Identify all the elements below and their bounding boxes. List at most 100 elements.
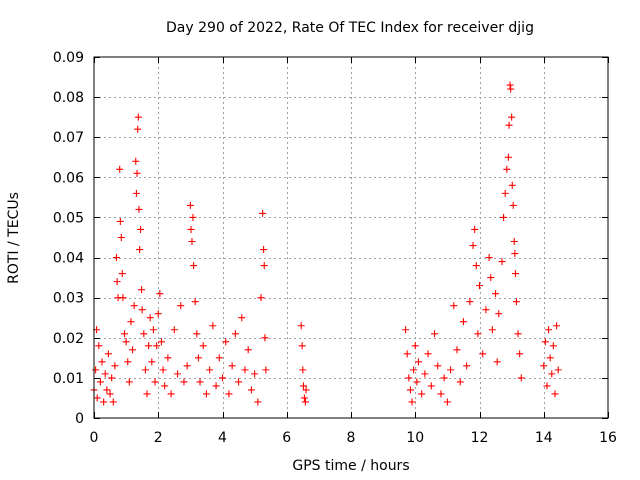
data-point <box>487 274 495 282</box>
data-point <box>138 306 146 314</box>
data-point <box>241 366 249 374</box>
data-point <box>459 318 467 326</box>
x-tick-label: 2 <box>154 430 163 446</box>
data-point <box>469 242 477 250</box>
data-point <box>145 342 153 350</box>
y-tick-label: 0.04 <box>53 251 84 267</box>
data-point <box>121 330 129 338</box>
data-point <box>516 350 524 358</box>
data-point <box>410 366 418 374</box>
data-point <box>479 350 487 358</box>
data-point <box>174 370 182 378</box>
data-point <box>140 330 148 338</box>
y-tick-label: 0.03 <box>53 291 84 307</box>
data-point <box>202 390 210 398</box>
data-point <box>447 366 455 374</box>
data-point <box>116 165 124 173</box>
data-point <box>100 398 108 406</box>
data-point <box>96 378 104 386</box>
data-point <box>507 85 515 93</box>
data-point <box>92 366 100 374</box>
data-point <box>510 238 518 246</box>
data-point <box>134 125 142 133</box>
data-point <box>209 322 217 330</box>
data-point <box>301 398 309 406</box>
data-point <box>474 330 482 338</box>
data-point <box>504 153 512 161</box>
data-point <box>157 338 165 346</box>
plot-frame <box>93 56 609 419</box>
data-point <box>511 270 519 278</box>
y-tick-label: 0.09 <box>53 50 84 66</box>
y-tick-label: 0.02 <box>53 331 84 347</box>
data-point <box>95 342 103 350</box>
data-point <box>262 366 270 374</box>
data-point <box>471 225 479 233</box>
data-point <box>199 342 207 350</box>
data-point <box>154 310 162 318</box>
data-point <box>124 358 132 366</box>
data-point <box>297 322 305 330</box>
data-point <box>196 378 204 386</box>
axes: 0 2 4 6 8 10 12 14 16 0 0.01 0.02 0.03 0.04 0.05 0.06 0.… <box>53 50 617 446</box>
data-point <box>300 394 308 402</box>
data-point <box>112 254 120 262</box>
data-point <box>259 209 267 217</box>
data-point <box>122 338 130 346</box>
y-tick-label: 0.05 <box>53 210 84 226</box>
data-point <box>188 238 196 246</box>
data-point <box>180 378 188 386</box>
data-point <box>443 398 451 406</box>
data-point <box>228 362 236 370</box>
data-point <box>117 234 125 241</box>
data-point <box>190 262 198 270</box>
data-point <box>127 318 135 326</box>
data-point <box>170 326 178 334</box>
data-point <box>509 201 517 209</box>
data-point <box>93 394 101 402</box>
data-point <box>244 346 252 354</box>
data-point <box>189 213 197 221</box>
data-point <box>153 342 161 350</box>
data-point <box>247 386 255 394</box>
data-point <box>421 370 429 378</box>
data-point <box>434 362 442 370</box>
data-point <box>238 314 246 322</box>
data-point <box>111 362 119 370</box>
data-point <box>543 382 551 390</box>
data-point <box>103 386 111 394</box>
data-point <box>503 165 511 173</box>
x-tick-label: 0 <box>90 430 99 446</box>
data-point <box>508 113 516 121</box>
data-point <box>215 354 223 362</box>
data-point <box>414 358 422 366</box>
data-point <box>138 286 146 294</box>
data-point <box>225 390 233 398</box>
data-point <box>134 113 142 121</box>
y-tick-label: 0.08 <box>53 90 84 106</box>
data-point <box>149 326 157 334</box>
data-point <box>299 382 307 390</box>
data-point <box>254 398 262 406</box>
data-point <box>512 298 520 306</box>
data-point <box>104 350 112 358</box>
data-point <box>406 386 414 394</box>
data-point <box>167 390 175 398</box>
data-point <box>219 374 226 382</box>
data-point <box>431 330 439 338</box>
data-point <box>116 217 124 225</box>
data-point <box>463 362 471 370</box>
data-point <box>129 346 137 354</box>
x-tick-label: 6 <box>282 430 291 446</box>
data-point <box>413 378 421 386</box>
data-point <box>411 342 419 350</box>
data-point <box>231 330 239 338</box>
y-axis-label: ROTI / TECUs <box>6 192 22 284</box>
data-point <box>437 390 445 398</box>
data-point <box>500 213 508 221</box>
x-tick-label: 8 <box>347 430 356 446</box>
data-point <box>106 390 114 398</box>
data-point <box>545 326 553 334</box>
